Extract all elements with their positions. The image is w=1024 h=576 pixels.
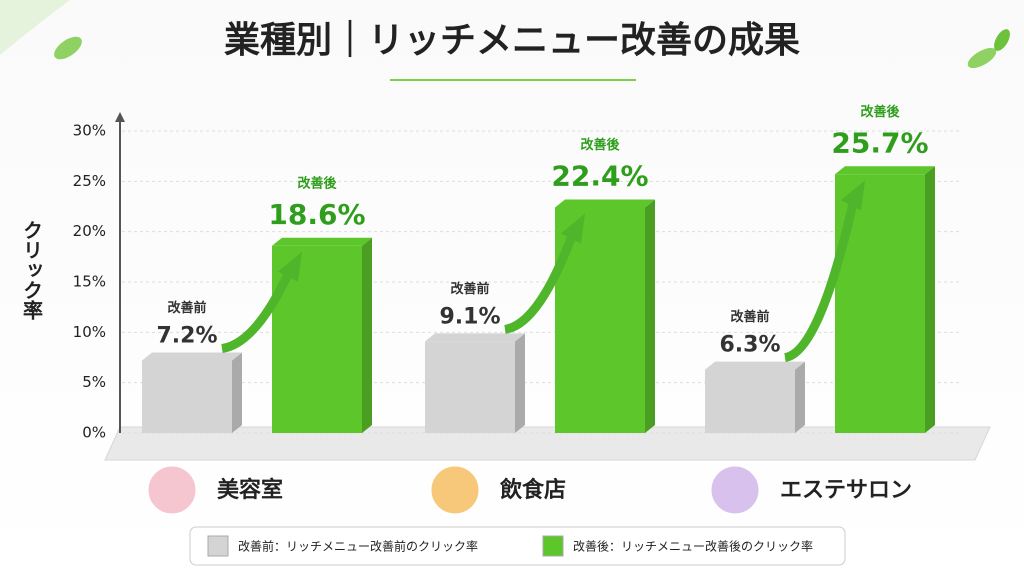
trend-arrow-head — [278, 251, 302, 282]
bar-tag: 改善前 — [167, 300, 206, 316]
x-tick-label: 飲食店 — [499, 477, 566, 503]
bar-top — [272, 237, 372, 246]
bar-top — [142, 352, 242, 361]
bar-side — [515, 333, 525, 433]
legend-label: 改善前：リッチメニュー改善前のクリック率 — [238, 539, 478, 554]
trend-arrow — [783, 193, 860, 363]
x-tick-label: 美容室 — [217, 477, 283, 503]
y-tick-label: 20% — [73, 222, 106, 240]
legend-box — [189, 526, 846, 566]
y-tick-label: 0% — [82, 424, 106, 442]
bar-side — [232, 352, 242, 433]
y-tick-label: 25% — [73, 172, 106, 190]
bar-tag: 改善後 — [860, 104, 900, 120]
trend-arrow-head — [841, 180, 865, 211]
bar-tag: 改善前 — [450, 281, 489, 297]
bar-top — [555, 199, 655, 208]
y-tick-label: 5% — [82, 373, 106, 391]
decor-leaf — [54, 36, 82, 60]
decor-leaf — [967, 47, 997, 69]
bar-tag: 改善前 — [730, 309, 769, 325]
bar-side — [925, 166, 935, 433]
value-label: 18.6% — [268, 198, 365, 231]
y-axis-arrow — [115, 112, 125, 122]
y-axis-label: クリック率 — [20, 220, 44, 321]
legend-swatch — [207, 535, 229, 557]
legend-swatch — [542, 535, 564, 557]
y-tick-label: 15% — [73, 273, 106, 291]
bar-tag: 改善後 — [580, 137, 620, 153]
category-icon — [145, 463, 199, 517]
legend-label: 改善後：リッチメニュー改善後のクリック率 — [573, 539, 813, 554]
y-tick-label: 10% — [73, 323, 106, 341]
trend-arrow — [221, 263, 297, 353]
platform — [104, 426, 991, 461]
decor-leaf — [994, 29, 1010, 51]
value-label: 9.1% — [439, 304, 500, 329]
bar-top — [835, 166, 935, 175]
bar — [705, 369, 795, 433]
value-label: 22.4% — [551, 160, 648, 193]
bar-side — [362, 237, 372, 433]
category-icon — [428, 463, 482, 517]
bar-side — [795, 361, 805, 433]
bar-top — [425, 333, 525, 342]
bar-side — [645, 199, 655, 433]
bar-top — [705, 361, 805, 370]
value-label: 25.7% — [831, 126, 928, 159]
category-icon — [708, 463, 762, 517]
y-tick-label: 30% — [73, 122, 106, 140]
value-label: 6.3% — [719, 333, 780, 358]
bar-tag: 改善後 — [297, 175, 337, 191]
bar — [425, 341, 515, 433]
trend-arrow — [503, 225, 580, 334]
chart-title: 業種別｜リッチメニュー改善の成果 — [224, 19, 800, 61]
decor-leaf — [0, 0, 70, 55]
trend-arrow-head — [561, 213, 585, 244]
value-label: 7.2% — [156, 324, 217, 349]
bar — [142, 360, 232, 433]
x-tick-label: エステサロン — [780, 478, 912, 503]
